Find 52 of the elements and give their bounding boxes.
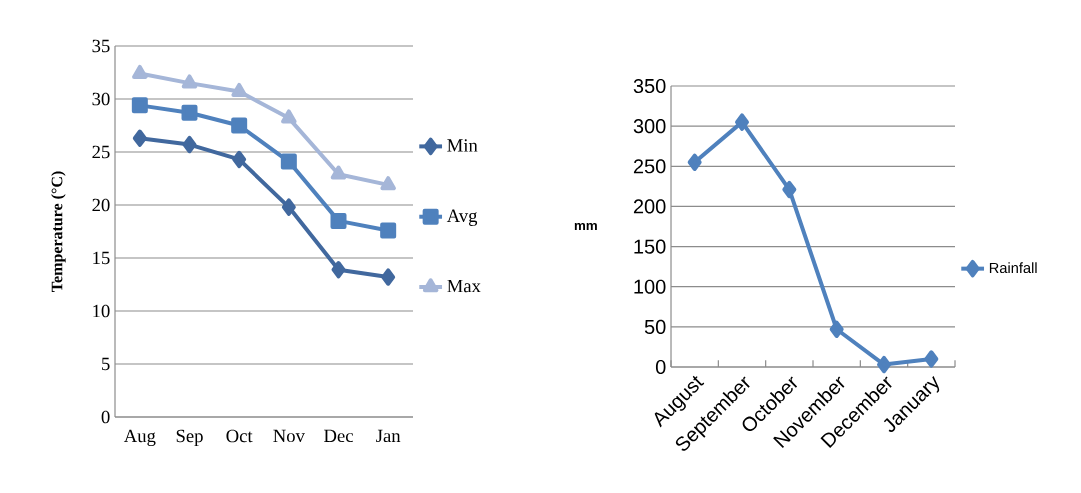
x-tick-label: Aug: [123, 429, 156, 447]
x-tick-label: Oct: [226, 429, 253, 443]
y-tick-label: 350: [633, 78, 666, 94]
point: [231, 82, 247, 97]
point: [330, 212, 347, 229]
x-tick-label: Jan: [376, 429, 401, 443]
legend-label: Rainfall: [989, 262, 1037, 274]
point: [829, 320, 844, 338]
point: [182, 135, 197, 154]
point: [231, 117, 248, 134]
y-tick-label: 200: [633, 199, 666, 214]
y-tick-label: 150: [634, 239, 666, 254]
point: [181, 74, 198, 89]
y-tick-label: 250: [633, 159, 666, 174]
point: [924, 350, 939, 368]
x-tick-label: Sep: [176, 429, 203, 447]
point: [280, 153, 297, 170]
point: [232, 150, 247, 169]
legend-label: Avg: [446, 209, 478, 226]
y-tick-label: 300: [633, 119, 666, 134]
point: [331, 260, 346, 279]
legend-label: Min: [447, 139, 478, 152]
y-tick-label: 0: [101, 410, 110, 424]
y-tick-label: 20: [92, 198, 110, 212]
x-tick-label: Dec: [324, 429, 353, 443]
point: [281, 109, 297, 124]
point: [877, 355, 892, 374]
y-tick-label: 15: [93, 251, 110, 265]
y-tick-label: 0: [655, 359, 666, 375]
y-axis-title: Temperature (°C): [51, 171, 66, 292]
point: [132, 129, 147, 147]
point: [132, 64, 148, 79]
point: [380, 222, 397, 239]
point: [330, 165, 347, 180]
x-tick-label: Nov: [273, 429, 305, 443]
y-tick-label: 100: [634, 279, 666, 294]
point: [687, 153, 702, 171]
point: [380, 176, 396, 191]
y-tick-label: 10: [93, 304, 110, 318]
y-tick-label: 35: [92, 39, 110, 53]
y-tick-label: 5: [102, 357, 110, 371]
point: [281, 198, 296, 216]
y-tick-label: 50: [644, 319, 666, 334]
legend-label: Max: [447, 279, 481, 293]
point: [735, 113, 750, 131]
point: [782, 180, 797, 199]
y-axis-title: mm: [574, 222, 597, 231]
point: [131, 97, 148, 114]
y-tick-label: 25: [92, 145, 110, 159]
y-tick-label: 30: [92, 92, 110, 106]
point: [181, 104, 198, 121]
point: [381, 268, 396, 286]
